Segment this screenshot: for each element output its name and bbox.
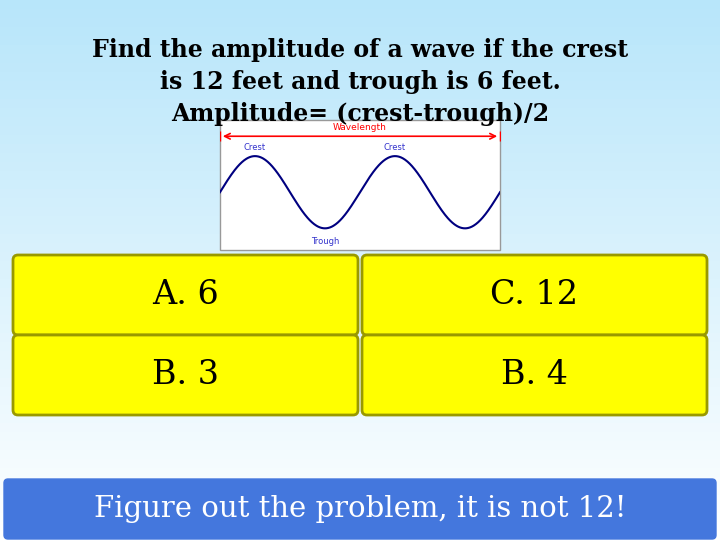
Text: Crest: Crest — [384, 143, 406, 152]
Bar — [0, 225, 720, 234]
Text: Crest: Crest — [244, 143, 266, 152]
Text: C. 12: C. 12 — [490, 279, 578, 311]
Bar — [0, 63, 720, 72]
Bar — [0, 423, 720, 432]
Bar — [0, 414, 720, 423]
Bar — [0, 135, 720, 144]
Bar — [0, 72, 720, 81]
Bar — [0, 270, 720, 279]
Bar — [0, 297, 720, 306]
Bar — [0, 351, 720, 360]
FancyBboxPatch shape — [13, 255, 358, 335]
Bar — [0, 369, 720, 378]
Bar — [0, 108, 720, 117]
FancyBboxPatch shape — [4, 479, 716, 539]
Bar — [0, 90, 720, 99]
Text: is 12 feet and trough is 6 feet.: is 12 feet and trough is 6 feet. — [160, 70, 560, 94]
Bar — [0, 495, 720, 504]
Bar — [0, 342, 720, 351]
Text: Find the amplitude of a wave if the crest: Find the amplitude of a wave if the cres… — [92, 38, 628, 62]
FancyBboxPatch shape — [13, 335, 358, 415]
Bar — [0, 180, 720, 189]
Text: B. 3: B. 3 — [152, 359, 219, 391]
Bar — [0, 477, 720, 486]
Text: A. 6: A. 6 — [152, 279, 219, 311]
Bar — [0, 252, 720, 261]
Bar — [0, 459, 720, 468]
Bar — [0, 432, 720, 441]
Bar — [0, 288, 720, 297]
Text: Figure out the problem, it is not 12!: Figure out the problem, it is not 12! — [94, 495, 626, 523]
Bar — [0, 504, 720, 513]
Bar — [0, 243, 720, 252]
Bar — [220, 120, 500, 250]
Bar — [0, 45, 720, 54]
Bar — [0, 531, 720, 540]
Bar — [0, 468, 720, 477]
Bar — [0, 486, 720, 495]
Bar — [0, 450, 720, 459]
Bar — [0, 522, 720, 531]
Bar — [0, 513, 720, 522]
Bar — [0, 387, 720, 396]
Bar — [0, 81, 720, 90]
Bar — [0, 261, 720, 270]
Bar — [0, 441, 720, 450]
Bar — [0, 117, 720, 126]
Bar — [0, 306, 720, 315]
Bar — [0, 99, 720, 108]
Text: Trough: Trough — [311, 238, 339, 246]
Bar — [0, 171, 720, 180]
Bar — [0, 144, 720, 153]
Bar — [0, 198, 720, 207]
Bar — [0, 18, 720, 27]
Bar — [0, 0, 720, 9]
Bar — [0, 207, 720, 216]
Bar — [0, 360, 720, 369]
FancyBboxPatch shape — [362, 335, 707, 415]
Bar — [0, 396, 720, 405]
Bar — [0, 162, 720, 171]
Bar — [0, 216, 720, 225]
Text: Wavelength: Wavelength — [333, 124, 387, 132]
Bar — [0, 333, 720, 342]
Bar — [0, 378, 720, 387]
Bar — [0, 234, 720, 243]
FancyBboxPatch shape — [362, 255, 707, 335]
Bar — [0, 279, 720, 288]
Bar — [0, 9, 720, 18]
Bar — [0, 126, 720, 135]
Bar — [0, 315, 720, 324]
Bar — [0, 27, 720, 36]
Bar — [0, 324, 720, 333]
Text: B. 4: B. 4 — [501, 359, 568, 391]
Bar — [0, 36, 720, 45]
Bar — [0, 405, 720, 414]
Bar — [0, 189, 720, 198]
Bar — [0, 54, 720, 63]
Bar — [0, 153, 720, 162]
Text: Amplitude= (crest-trough)/2: Amplitude= (crest-trough)/2 — [171, 102, 549, 126]
